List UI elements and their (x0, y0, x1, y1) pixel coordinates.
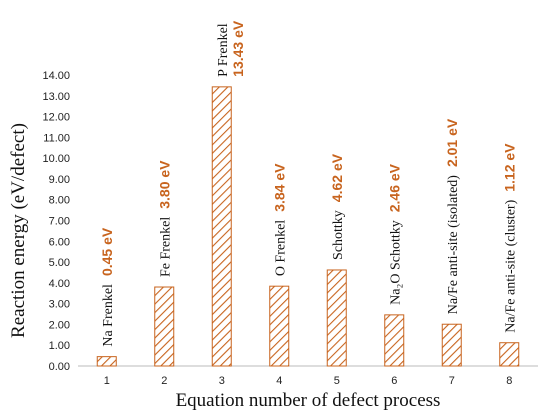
bar-annotation: P Frenkel13.43 eV (216, 20, 246, 77)
energy-value-label: 3.80 eV (156, 160, 172, 209)
y-tick-label: 10.00 (42, 153, 70, 165)
y-tick-label: 12.00 (42, 112, 70, 124)
x-axis-title: Equation number of defect process (176, 390, 441, 411)
bar-annotation: Na/Fe anti-site (cluster) 1.12 eV (501, 143, 518, 333)
y-tick-label: 11.00 (43, 132, 70, 144)
defect-name-label: Na₂O Schottky (388, 220, 403, 305)
bar-annotation: Na₂O Schottky 2.46 eV (386, 163, 403, 305)
bar (326, 269, 347, 367)
energy-value-label: 4.62 eV (329, 153, 345, 202)
defect-name-label: P Frenkel (216, 23, 231, 77)
energy-value-label: 2.01 eV (444, 118, 460, 167)
energy-value-label: 2.46 eV (386, 163, 402, 212)
bar-annotation: Fe Frenkel 3.80 eV (156, 160, 173, 277)
defect-name-label: Na/Fe anti-site (cluster) (503, 199, 518, 332)
defect-name-label: Fe Frenkel (158, 217, 173, 277)
x-tick-label: 4 (276, 375, 282, 387)
energy-value-label: 0.45 eV (99, 227, 115, 276)
defect-name-label: Na Frenkel (101, 284, 116, 347)
energy-value-label: 1.12 eV (501, 143, 517, 192)
y-tick-label: 2.00 (49, 319, 70, 331)
x-tick-label: 3 (219, 375, 225, 387)
defect-name-label: Schottky (331, 210, 346, 260)
y-tick-label: 4.00 (49, 278, 70, 290)
energy-value-label: 3.84 eV (271, 163, 287, 212)
bar (154, 286, 175, 367)
bar (269, 285, 290, 367)
y-tick-label: 9.00 (49, 174, 70, 186)
defect-name-label: O Frenkel (273, 220, 288, 276)
bar (441, 323, 462, 367)
y-tick-label: 13.00 (42, 91, 70, 103)
y-tick-label: 0.00 (49, 361, 70, 373)
bar-annotation: O Frenkel 3.84 eV (271, 163, 288, 276)
y-tick-label: 6.00 (49, 236, 70, 248)
x-tick-label: 7 (449, 375, 455, 387)
y-axis-title: Reaction energy (eV/defect) (8, 123, 29, 338)
bar-annotation: Na/Fe anti-site (isolated) 2.01 eV (444, 118, 461, 314)
x-tick-label: 2 (161, 375, 167, 387)
bar-annotation: Schottky 4.62 eV (329, 153, 346, 260)
bar-annotation: Na Frenkel 0.45 eV (99, 227, 116, 347)
y-tick-label: 1.00 (49, 340, 70, 352)
bar (96, 356, 117, 367)
y-tick-label: 3.00 (49, 299, 70, 311)
defect-name-label: Na/Fe anti-site (isolated) (446, 175, 461, 315)
y-tick-label: 8.00 (49, 195, 70, 207)
bar (384, 314, 405, 367)
x-tick-label: 6 (391, 375, 397, 387)
y-tick-label: 7.00 (49, 216, 70, 228)
bar (499, 342, 520, 367)
x-tick-label: 5 (334, 375, 340, 387)
x-tick-label: 8 (506, 375, 512, 387)
y-tick-label: 5.00 (49, 257, 70, 269)
x-tick-label: 1 (104, 375, 110, 387)
y-tick-label: 14.00 (42, 70, 70, 82)
bar (211, 86, 232, 367)
energy-value-label: 13.43 eV (230, 20, 246, 77)
